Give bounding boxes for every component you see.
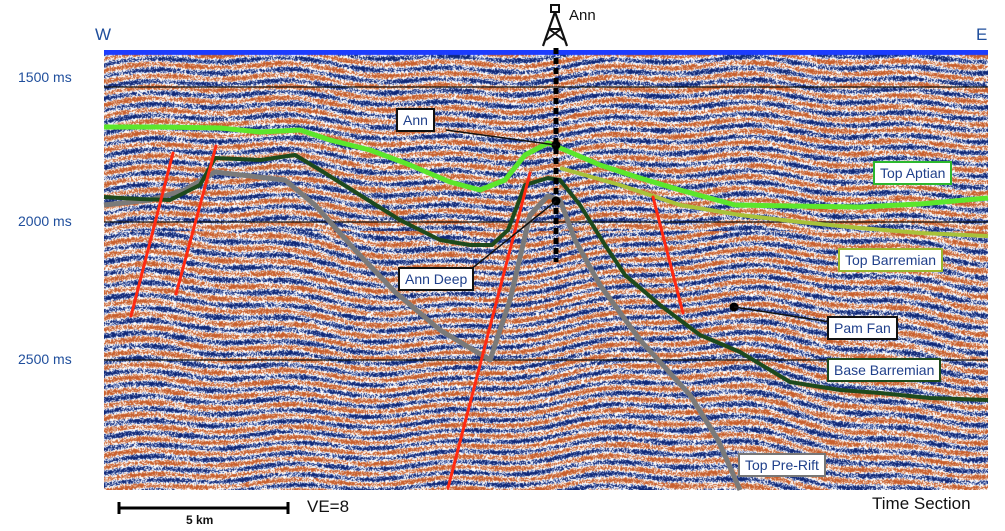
faults xyxy=(129,144,685,490)
time-label-1500: 1500 ms xyxy=(18,69,72,85)
leader-ann xyxy=(445,129,557,146)
east-label: E xyxy=(976,25,988,44)
label-top-aptian: Top Aptian xyxy=(873,161,953,185)
label-base-barremian: Base Barremian xyxy=(827,358,942,382)
fault-4 xyxy=(651,195,685,315)
west-label: W xyxy=(95,25,112,44)
time-label-2500: 2500 ms xyxy=(18,351,72,367)
label-top-prerift: Top Pre-Rift xyxy=(738,453,826,477)
time-label-2000: 2000 ms xyxy=(18,213,72,229)
scale-bar-label: 5 km xyxy=(186,513,214,527)
horizon-top-prerift xyxy=(103,169,743,492)
well-derrick-icon xyxy=(541,4,569,47)
fault-1 xyxy=(129,151,175,318)
horizon-top-barremian xyxy=(559,166,989,238)
fault-2 xyxy=(174,144,218,296)
label-pam-fan: Pam Fan xyxy=(827,316,898,340)
vertical-exaggeration-label: VE=8 xyxy=(307,497,350,516)
fault-3 xyxy=(446,171,532,490)
leader-pam-fan xyxy=(733,306,831,323)
horizon-base-barremian xyxy=(103,153,989,402)
well-name-label: Ann xyxy=(569,7,596,24)
label-ann-deep: Ann Deep xyxy=(398,267,475,291)
horizon-top-aptian xyxy=(104,124,989,210)
label-top-barremian: Top Barremian xyxy=(838,248,944,272)
scale-bar xyxy=(117,502,290,514)
label-ann: Ann xyxy=(396,108,435,132)
section-type-label: Time Section xyxy=(872,494,971,513)
leader-ann-deep xyxy=(469,200,557,271)
